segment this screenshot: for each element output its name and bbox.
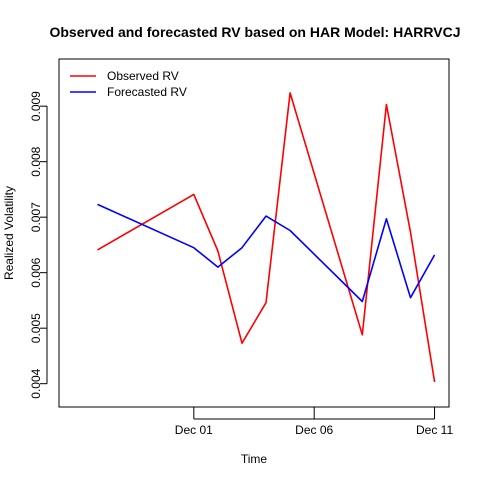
x-tick-label: Dec 01 xyxy=(175,423,213,437)
y-axis-label: Realized Volatility xyxy=(2,186,16,280)
x-axis: Dec 01 Dec 06 Dec 11 xyxy=(175,407,453,437)
x-tick-label: Dec 06 xyxy=(295,423,333,437)
y-tick-label: 0.009 xyxy=(29,91,43,121)
x-axis-label: Time xyxy=(241,452,268,466)
legend-label-observed: Observed RV xyxy=(107,69,179,83)
legend-label-forecasted: Forecasted RV xyxy=(107,85,187,99)
y-tick-label: 0.005 xyxy=(29,313,43,343)
y-tick-label: 0.006 xyxy=(29,257,43,287)
y-tick-label: 0.008 xyxy=(29,146,43,176)
legend: Observed RV Forecasted RV xyxy=(70,69,187,99)
series-layer xyxy=(97,92,436,383)
plot-frame xyxy=(58,58,450,408)
forecasted-rv-line xyxy=(97,203,436,303)
chart-title: Observed and forecasted RV based on HAR … xyxy=(49,24,460,40)
x-tick-label: Dec 11 xyxy=(416,423,453,437)
y-tick-label: 0.004 xyxy=(29,368,43,398)
y-axis: 0.004 0.005 0.006 0.007 0.008 0.009 xyxy=(29,91,48,399)
observed-rv-line xyxy=(97,92,436,383)
y-tick-label: 0.007 xyxy=(29,202,43,232)
